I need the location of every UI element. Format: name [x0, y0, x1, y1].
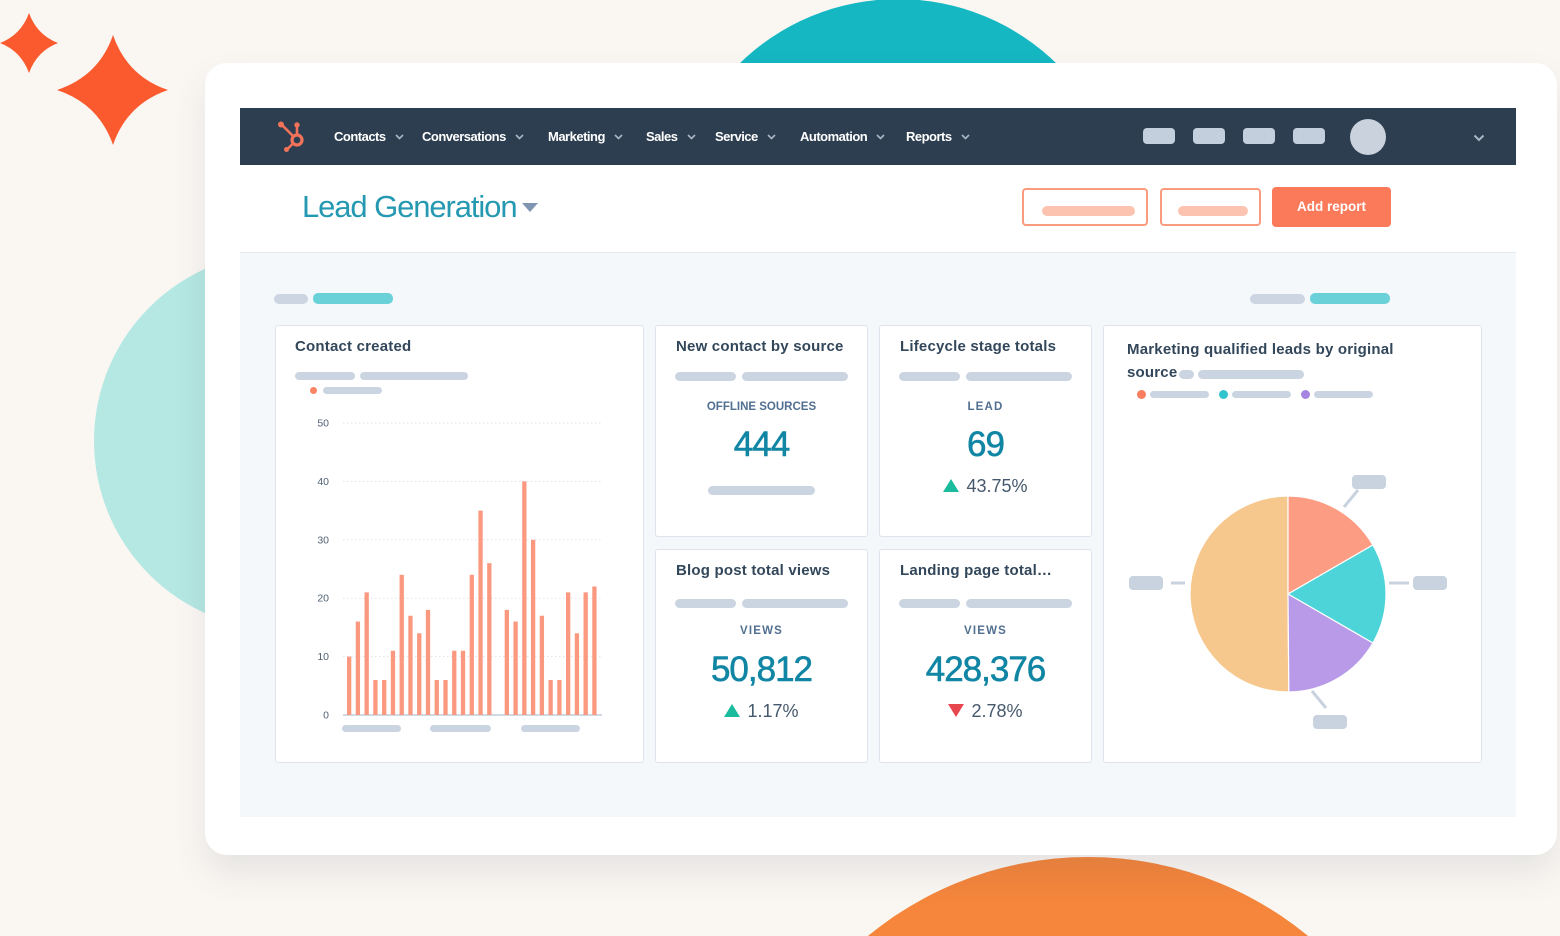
- svg-text:20: 20: [317, 593, 329, 605]
- svg-text:40: 40: [317, 476, 329, 488]
- svg-text:30: 30: [317, 534, 329, 546]
- svg-text:10: 10: [317, 651, 329, 663]
- svg-text:0: 0: [323, 710, 329, 722]
- svg-text:50: 50: [317, 418, 329, 430]
